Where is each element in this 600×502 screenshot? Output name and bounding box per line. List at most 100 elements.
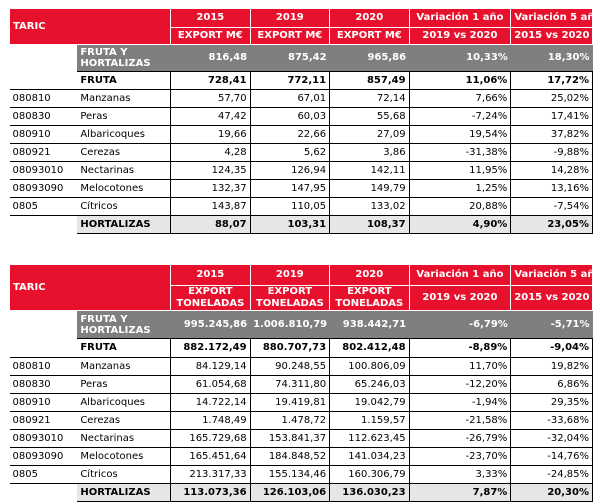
product-value: 17,41% xyxy=(510,107,593,126)
product-value: 149,79 xyxy=(329,179,410,198)
year-header: 2019 xyxy=(249,8,331,28)
product-value: 19.042,79 xyxy=(329,393,410,412)
product-value: -12,20% xyxy=(408,375,512,394)
variation-1y-period: 2019 vs 2020 xyxy=(408,27,512,45)
export-value-table: TARIC 2015 2019 2020 Variación 1 año Variació… xyxy=(8,8,593,234)
taric-code-empty xyxy=(9,483,78,502)
taric-header: TARIC xyxy=(8,264,172,311)
product-value: 100.806,09 xyxy=(329,357,410,376)
product-value: 19,66 xyxy=(170,125,251,144)
product-name: Peras xyxy=(77,375,172,394)
year-header: 2020 xyxy=(329,8,410,28)
product-value: 133,02 xyxy=(329,197,410,216)
taric-code: 0805 xyxy=(9,465,78,484)
product-value: 143,87 xyxy=(170,197,251,216)
table-row: 0805 Cítricos 143,87 110,05 133,02 20,88% -7,5… xyxy=(9,197,593,216)
fruta-value: -8,89% xyxy=(408,338,512,358)
product-value: -21,58% xyxy=(408,411,512,430)
product-value: -31,38% xyxy=(408,143,512,162)
table-row: 080921 Cerezas 1.748,49 1.478,72 1.159,57 -21… xyxy=(9,411,593,430)
product-value: 165.729,68 xyxy=(170,429,251,448)
product-value: 5,62 xyxy=(249,143,331,162)
taric-code: 080810 xyxy=(9,357,78,376)
product-value: 27,09 xyxy=(329,125,410,144)
fruta-value: 11,06% xyxy=(408,71,512,90)
hortalizas-label: HORTALIZAS xyxy=(77,215,171,234)
taric-code: 0805 xyxy=(9,197,78,216)
variation-1y-header: Variación 1 año xyxy=(408,264,512,286)
product-value: -7,54% xyxy=(510,197,593,216)
total-label: FRUTA Y HORTALIZAS xyxy=(77,310,171,339)
unit-header: EXPORT M€ xyxy=(249,27,331,45)
product-value: -32,04% xyxy=(510,429,593,448)
taric-code-empty xyxy=(10,72,78,90)
product-value: -33,68% xyxy=(510,411,593,430)
taric-code: 08093090 xyxy=(9,447,78,466)
hortalizas-value: 7,87% xyxy=(408,483,512,502)
product-value: -26,79% xyxy=(408,429,512,448)
product-name: Cerezas xyxy=(77,411,172,430)
hortalizas-label: HORTALIZAS xyxy=(77,483,171,502)
product-value: 213.317,33 xyxy=(170,465,251,484)
table-row: 080921 Cerezas 4,28 5,62 3,86 -31,38% -9,88% xyxy=(9,143,593,162)
total-value: 938.442,71 xyxy=(329,310,410,339)
product-value: 147,95 xyxy=(249,179,331,198)
product-value: 6,86% xyxy=(510,375,593,394)
product-name: Manzanas xyxy=(77,357,172,376)
product-value: 3,33% xyxy=(408,465,512,484)
hortalizas-value: 4,90% xyxy=(408,215,512,234)
year-header: 2020 xyxy=(329,264,410,286)
product-value: 90.248,55 xyxy=(249,357,331,376)
hortalizas-value: 103,31 xyxy=(249,215,331,234)
year-header: 2019 xyxy=(249,264,331,286)
product-value: 160.306,79 xyxy=(329,465,410,484)
year-header: 2015 xyxy=(170,264,251,286)
product-value: 142,11 xyxy=(329,161,410,180)
unit-header: EXPORT TONELADAS xyxy=(249,285,331,311)
product-name: Melocotones xyxy=(77,179,172,198)
product-value: 124,35 xyxy=(170,161,251,180)
fruta-label: FRUTA xyxy=(77,71,171,90)
hortalizas-value: 23,05% xyxy=(510,215,593,234)
total-value: 995.245,86 xyxy=(170,310,251,339)
taric-code: 080921 xyxy=(9,411,78,430)
product-value: 61.054,68 xyxy=(170,375,251,394)
table-row: 080810 Manzanas 84.129,14 90.248,55 100.806,… xyxy=(9,357,593,376)
product-name: Cerezas xyxy=(77,143,172,162)
product-value: -14,76% xyxy=(510,447,593,466)
unit-header: EXPORT TONELADAS xyxy=(170,285,251,311)
product-value: 14.722,14 xyxy=(170,393,251,412)
product-name: Cítricos xyxy=(77,465,172,484)
variation-1y-header: Variación 1 año xyxy=(408,8,512,28)
product-name: Melocotones xyxy=(77,447,172,466)
taric-code: 080910 xyxy=(9,125,78,144)
product-value: 37,82% xyxy=(510,125,593,144)
product-value: -9,88% xyxy=(510,143,593,162)
total-value: -5,71% xyxy=(510,310,593,339)
variation-5y-header: Variación 5 años xyxy=(510,8,593,28)
table-row: 0805 Cítricos 213.317,33 155.134,46 160.306,… xyxy=(9,465,593,484)
variation-5y-header: Variación 5 años xyxy=(510,264,593,286)
product-name: Nectarinas xyxy=(77,429,172,448)
fruta-value: 857,49 xyxy=(329,71,410,90)
year-header: 2015 xyxy=(170,8,251,28)
product-value: 141.034,23 xyxy=(329,447,410,466)
product-value: 126,94 xyxy=(249,161,331,180)
export-tonnes-table: TARIC 2015 2019 2020 Variación 1 año Variació… xyxy=(8,264,593,502)
product-value: 74.311,80 xyxy=(249,375,331,394)
product-value: 1.159,57 xyxy=(329,411,410,430)
taric-code: 080810 xyxy=(9,89,78,108)
product-value: 1,25% xyxy=(408,179,512,198)
table-row: 08093010 Nectarinas 124,35 126,94 142,11 11,9… xyxy=(9,161,593,180)
product-name: Manzanas xyxy=(77,89,172,108)
table-row: 08093090 Melocotones 132,37 147,95 149,79 1,2… xyxy=(9,179,593,198)
taric-code: 080910 xyxy=(9,393,78,412)
product-value: 22,66 xyxy=(249,125,331,144)
product-value: 3,86 xyxy=(329,143,410,162)
variation-1y-period: 2019 vs 2020 xyxy=(408,285,512,311)
hortalizas-value: 88,07 xyxy=(170,215,251,234)
fruta-value: 772,11 xyxy=(249,71,331,90)
product-value: 1.478,72 xyxy=(249,411,331,430)
hortalizas-value: 113.073,36 xyxy=(170,483,251,502)
product-value: -23,70% xyxy=(408,447,512,466)
